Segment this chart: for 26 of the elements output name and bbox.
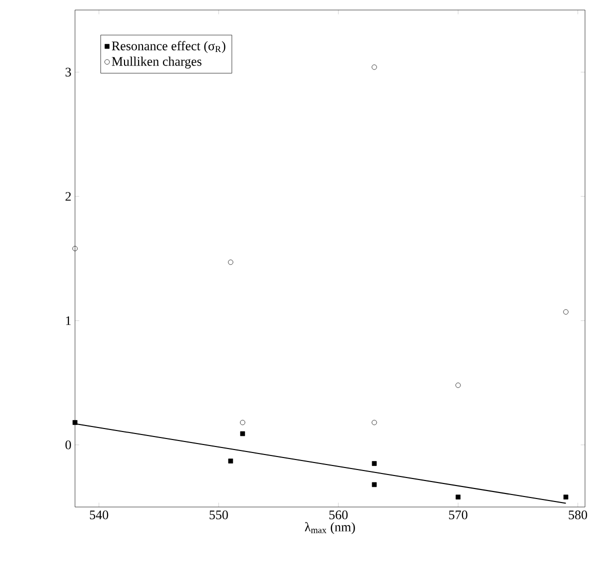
x-tick-label: 570	[449, 510, 468, 520]
point	[456, 382, 461, 388]
x-tick-label: 550	[210, 510, 228, 520]
point	[372, 64, 377, 70]
point	[240, 431, 246, 436]
point	[240, 420, 246, 426]
point	[72, 420, 78, 425]
y-tick-label: 0	[65, 440, 71, 450]
point	[372, 420, 377, 426]
point	[372, 482, 377, 488]
point	[563, 494, 568, 500]
x-tick-label: 540	[90, 510, 108, 520]
point	[372, 461, 377, 466]
x-axis-title: λ$_{max}$ (nm)	[304, 522, 355, 534]
legend-label: Mulliken charges	[112, 56, 202, 69]
point	[72, 246, 78, 252]
point	[228, 458, 234, 464]
y-tick-label: 1	[66, 316, 71, 325]
x-tick-label: 580	[568, 510, 588, 520]
y-tick-label: 3	[66, 68, 71, 76]
point	[228, 260, 234, 265]
x-tick-label: 560	[329, 510, 348, 520]
point	[563, 309, 568, 315]
point	[456, 494, 461, 500]
y-tick-label: 2	[66, 192, 71, 201]
legend-label: Resonance effect (σ$_{R}$)	[112, 41, 226, 53]
